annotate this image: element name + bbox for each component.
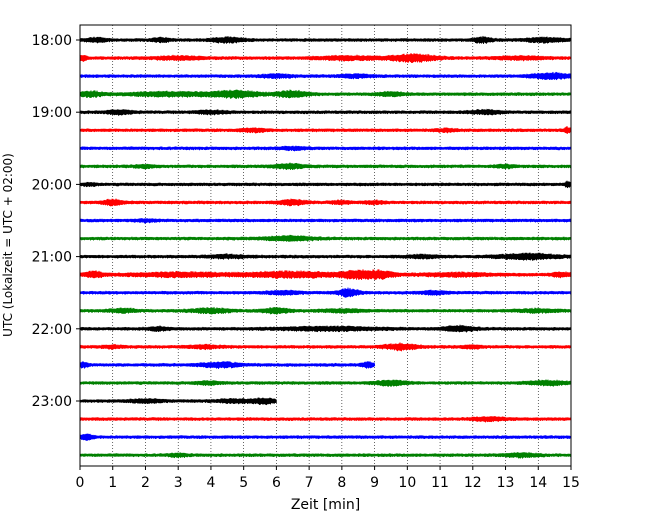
seismic-trace — [79, 35, 572, 45]
x-tick-label: 13 — [497, 475, 515, 491]
y-tick-label: 19:00 — [32, 105, 72, 121]
seismic-trace — [79, 234, 572, 242]
seismic-trace — [79, 269, 572, 280]
seismic-trace — [79, 217, 572, 224]
x-tick-label: 3 — [174, 475, 183, 491]
x-tick-label: 11 — [431, 475, 449, 491]
seismic-trace — [79, 361, 376, 369]
x-tick-label: 2 — [141, 475, 150, 491]
seismic-trace — [79, 324, 572, 333]
seismic-trace — [79, 252, 572, 261]
seismic-trace — [79, 180, 572, 189]
seismic-trace — [79, 71, 572, 81]
x-tick-label: 7 — [305, 475, 314, 491]
seismic-trace — [79, 306, 572, 315]
seismic-trace — [79, 342, 572, 352]
seismic-trace — [79, 451, 572, 459]
x-tick-label: 4 — [206, 475, 215, 491]
y-tick-label: 22:00 — [32, 322, 72, 338]
seismic-trace — [79, 162, 572, 171]
seismic-trace — [79, 145, 572, 152]
x-tick-label: 14 — [529, 475, 547, 491]
seismic-trace — [79, 397, 277, 406]
y-axis-ticks: 18:00 19:00 20:00 21:00 22:00 23:00 — [32, 33, 80, 410]
seismic-traces — [79, 35, 572, 459]
seismic-trace — [79, 108, 572, 116]
x-tick-label: 10 — [398, 475, 416, 491]
seismic-trace — [79, 53, 572, 64]
x-tick-label: 1 — [108, 475, 117, 491]
x-tick-label: 8 — [337, 475, 346, 491]
y-tick-label: 23:00 — [32, 394, 72, 410]
seismic-trace — [79, 198, 572, 207]
x-axis-label: Zeit [min] — [291, 497, 360, 513]
y-axis-label: UTC (Lokalzeit = UTC + 02:00) — [1, 153, 15, 337]
seismic-trace — [79, 89, 572, 99]
y-tick-label: 21:00 — [32, 250, 72, 266]
y-tick-label: 20:00 — [32, 177, 72, 193]
x-tick-label: 6 — [272, 475, 281, 491]
plot-frame — [79, 24, 572, 467]
x-tick-label: 5 — [239, 475, 248, 491]
x-tick-label: 12 — [464, 475, 482, 491]
x-tick-label: 9 — [370, 475, 379, 491]
seismic-trace — [79, 125, 572, 134]
seismic-trace — [79, 415, 572, 423]
seismic-trace — [79, 433, 572, 441]
y-tick-label: 18:00 — [32, 33, 72, 49]
x-axis-ticks: 0 1 2 3 4 5 6 7 8 9 10 11 12 13 14 15 — [76, 466, 580, 491]
seismic-trace — [79, 379, 572, 387]
x-tick-label: 0 — [76, 475, 85, 491]
seismic-trace — [79, 287, 572, 298]
x-tick-label: 15 — [562, 475, 580, 491]
